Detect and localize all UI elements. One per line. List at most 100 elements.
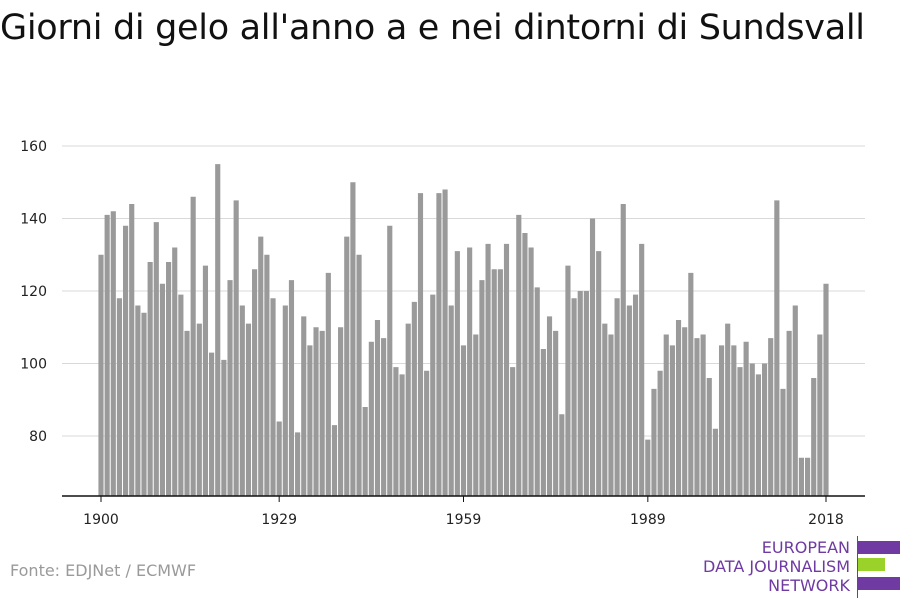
chart-title: Giorni di gelo all'anno a e nei dintorni… [0,8,865,48]
bar [135,305,141,496]
bar [804,457,811,496]
bar [786,330,792,496]
bar [479,280,485,496]
bar [98,254,104,496]
bar [227,280,233,496]
bar [602,323,608,496]
bar [159,283,166,496]
bar [313,327,319,496]
bar [448,305,454,496]
bar [166,262,172,496]
logo-bar-purple-top [858,541,900,554]
bar [301,316,307,496]
bar [325,272,331,496]
bar [516,214,522,496]
bar [405,323,411,496]
bar [411,301,417,496]
bar [682,327,688,496]
bar [823,283,829,496]
bar [725,323,731,496]
bar [596,251,602,496]
bar [688,272,694,496]
bar [755,374,761,496]
bar [467,247,473,496]
bar [528,247,534,496]
bar [338,327,344,496]
bar [565,265,571,496]
bar [700,334,706,496]
bar [792,305,798,496]
bar [798,457,804,496]
bar [215,164,221,496]
bar [276,421,282,496]
bar [374,320,381,496]
bar [608,334,614,496]
bar [331,425,338,496]
bars [98,164,829,496]
bar [239,305,245,496]
bar [491,269,497,496]
bar [202,265,209,496]
bar [319,330,325,496]
bar [356,254,362,496]
bar [344,236,350,496]
y-tick-label: 120 [20,284,47,300]
bar [694,338,700,496]
y-axis-labels: 80 100 120 140 160 [20,139,47,445]
bar [718,345,725,496]
bar [553,330,559,496]
bar [307,345,313,496]
bar [196,323,202,496]
bar [393,367,399,496]
bar [123,225,129,496]
bar [503,243,510,496]
x-tick-label: 1900 [83,512,119,528]
bar [350,182,356,496]
bar [743,341,749,496]
bar [116,298,123,496]
bar [153,222,159,496]
bar [270,298,276,496]
bar [675,320,682,496]
logo-bar-green [858,558,885,571]
bar [399,374,405,496]
x-tick-label: 1989 [630,512,666,528]
bar [761,363,768,496]
logo-separator [857,536,858,598]
bar [534,287,540,496]
bar [282,305,288,496]
bar [669,345,675,496]
logo-text-line3: NETWORK [768,576,850,595]
bar [454,251,460,496]
bar [245,323,252,496]
bar [473,334,479,496]
x-axis: 1900 1929 1959 1989 2018 [62,495,865,528]
bar [442,189,448,496]
bar [749,363,755,496]
bar [583,291,589,496]
bar [626,305,632,496]
bar [645,439,651,496]
y-tick-label: 80 [29,429,47,445]
bar [768,338,774,496]
bar [614,298,620,496]
bar [381,338,387,496]
bar [221,359,227,496]
bar [485,243,491,496]
bar [362,407,368,496]
logo-text-line1: EUROPEAN [761,538,850,557]
edjnet-logo[interactable]: EUROPEAN DATA JOURNALISM NETWORK [700,536,900,598]
x-tick-label: 1929 [261,512,297,528]
bar [424,370,430,496]
bar [774,200,780,496]
bar [811,378,817,496]
bar [663,334,669,496]
bar [209,352,215,496]
bar [368,341,374,496]
y-tick-label: 140 [20,212,47,228]
bar [817,334,823,496]
bar [172,247,178,496]
source-note: Fonte: EDJNet / ECMWF [10,561,197,580]
bar [264,254,270,496]
